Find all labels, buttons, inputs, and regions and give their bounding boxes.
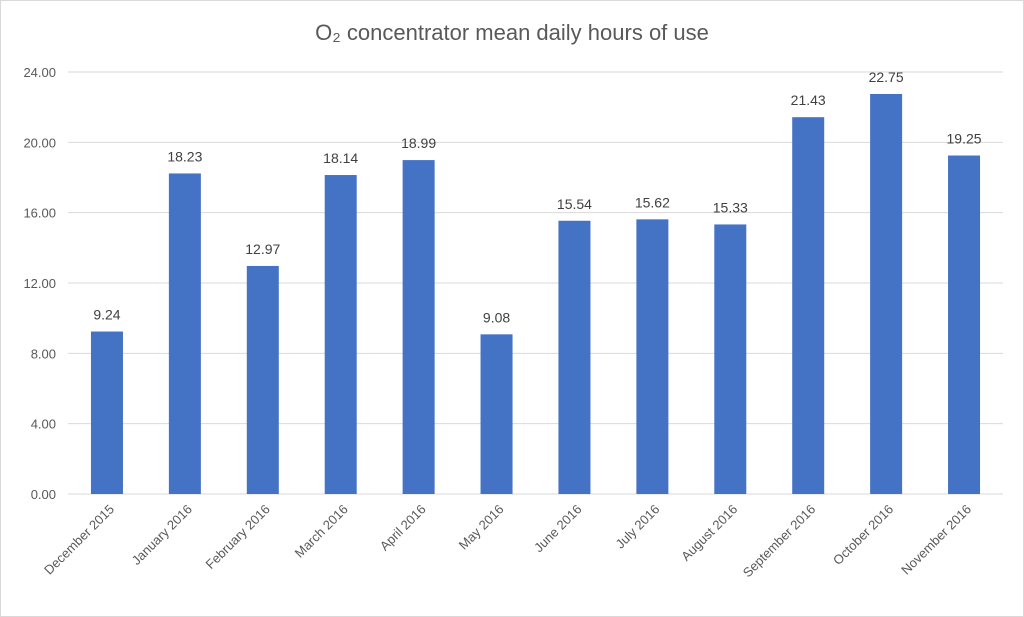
data-label: 19.25 <box>947 131 982 147</box>
bar <box>246 265 279 494</box>
x-tick-label: June 2016 <box>531 502 585 556</box>
data-label: 21.43 <box>791 92 826 108</box>
x-tick-label: August 2016 <box>678 502 740 564</box>
y-tick-label: 12.00 <box>23 276 56 291</box>
data-label: 9.24 <box>93 307 120 323</box>
data-label: 15.62 <box>635 194 670 210</box>
y-tick-label: 8.00 <box>31 346 56 361</box>
chart-title: O₂ concentrator mean daily hours of use <box>315 20 709 45</box>
y-tick-label: 0.00 <box>31 487 56 502</box>
y-tick-label: 24.00 <box>23 65 56 80</box>
y-tick-label: 4.00 <box>31 417 56 432</box>
bar <box>168 173 201 495</box>
x-tick-label: January 2016 <box>129 502 195 568</box>
bar <box>636 219 669 494</box>
data-label: 22.75 <box>869 69 904 85</box>
data-label: 18.23 <box>167 148 202 164</box>
x-tick-label: September 2016 <box>740 502 819 581</box>
x-tick-label: December 2015 <box>41 502 117 578</box>
bar <box>480 334 513 494</box>
data-label: 15.54 <box>557 196 592 212</box>
bar <box>558 220 591 494</box>
bar <box>870 93 903 495</box>
bar <box>792 117 825 495</box>
x-tick-label: April 2016 <box>377 502 429 554</box>
bar <box>948 155 981 495</box>
data-label: 15.33 <box>713 199 748 215</box>
y-tick-label: 16.00 <box>23 206 56 221</box>
x-tick-label: November 2016 <box>898 502 974 578</box>
x-tick-label: March 2016 <box>292 502 351 561</box>
data-label: 9.08 <box>483 309 510 325</box>
bar <box>324 175 357 494</box>
x-tick-label: July 2016 <box>613 502 663 552</box>
x-tick-label: October 2016 <box>830 502 896 568</box>
bar <box>402 160 435 494</box>
data-label: 12.97 <box>245 241 280 257</box>
x-tick-label: February 2016 <box>203 502 273 572</box>
bar <box>714 224 747 494</box>
y-tick-label: 20.00 <box>23 135 56 150</box>
data-label: 18.99 <box>401 135 436 151</box>
x-tick-label: May 2016 <box>456 502 507 553</box>
bar <box>90 331 123 494</box>
data-label: 18.14 <box>323 150 358 166</box>
